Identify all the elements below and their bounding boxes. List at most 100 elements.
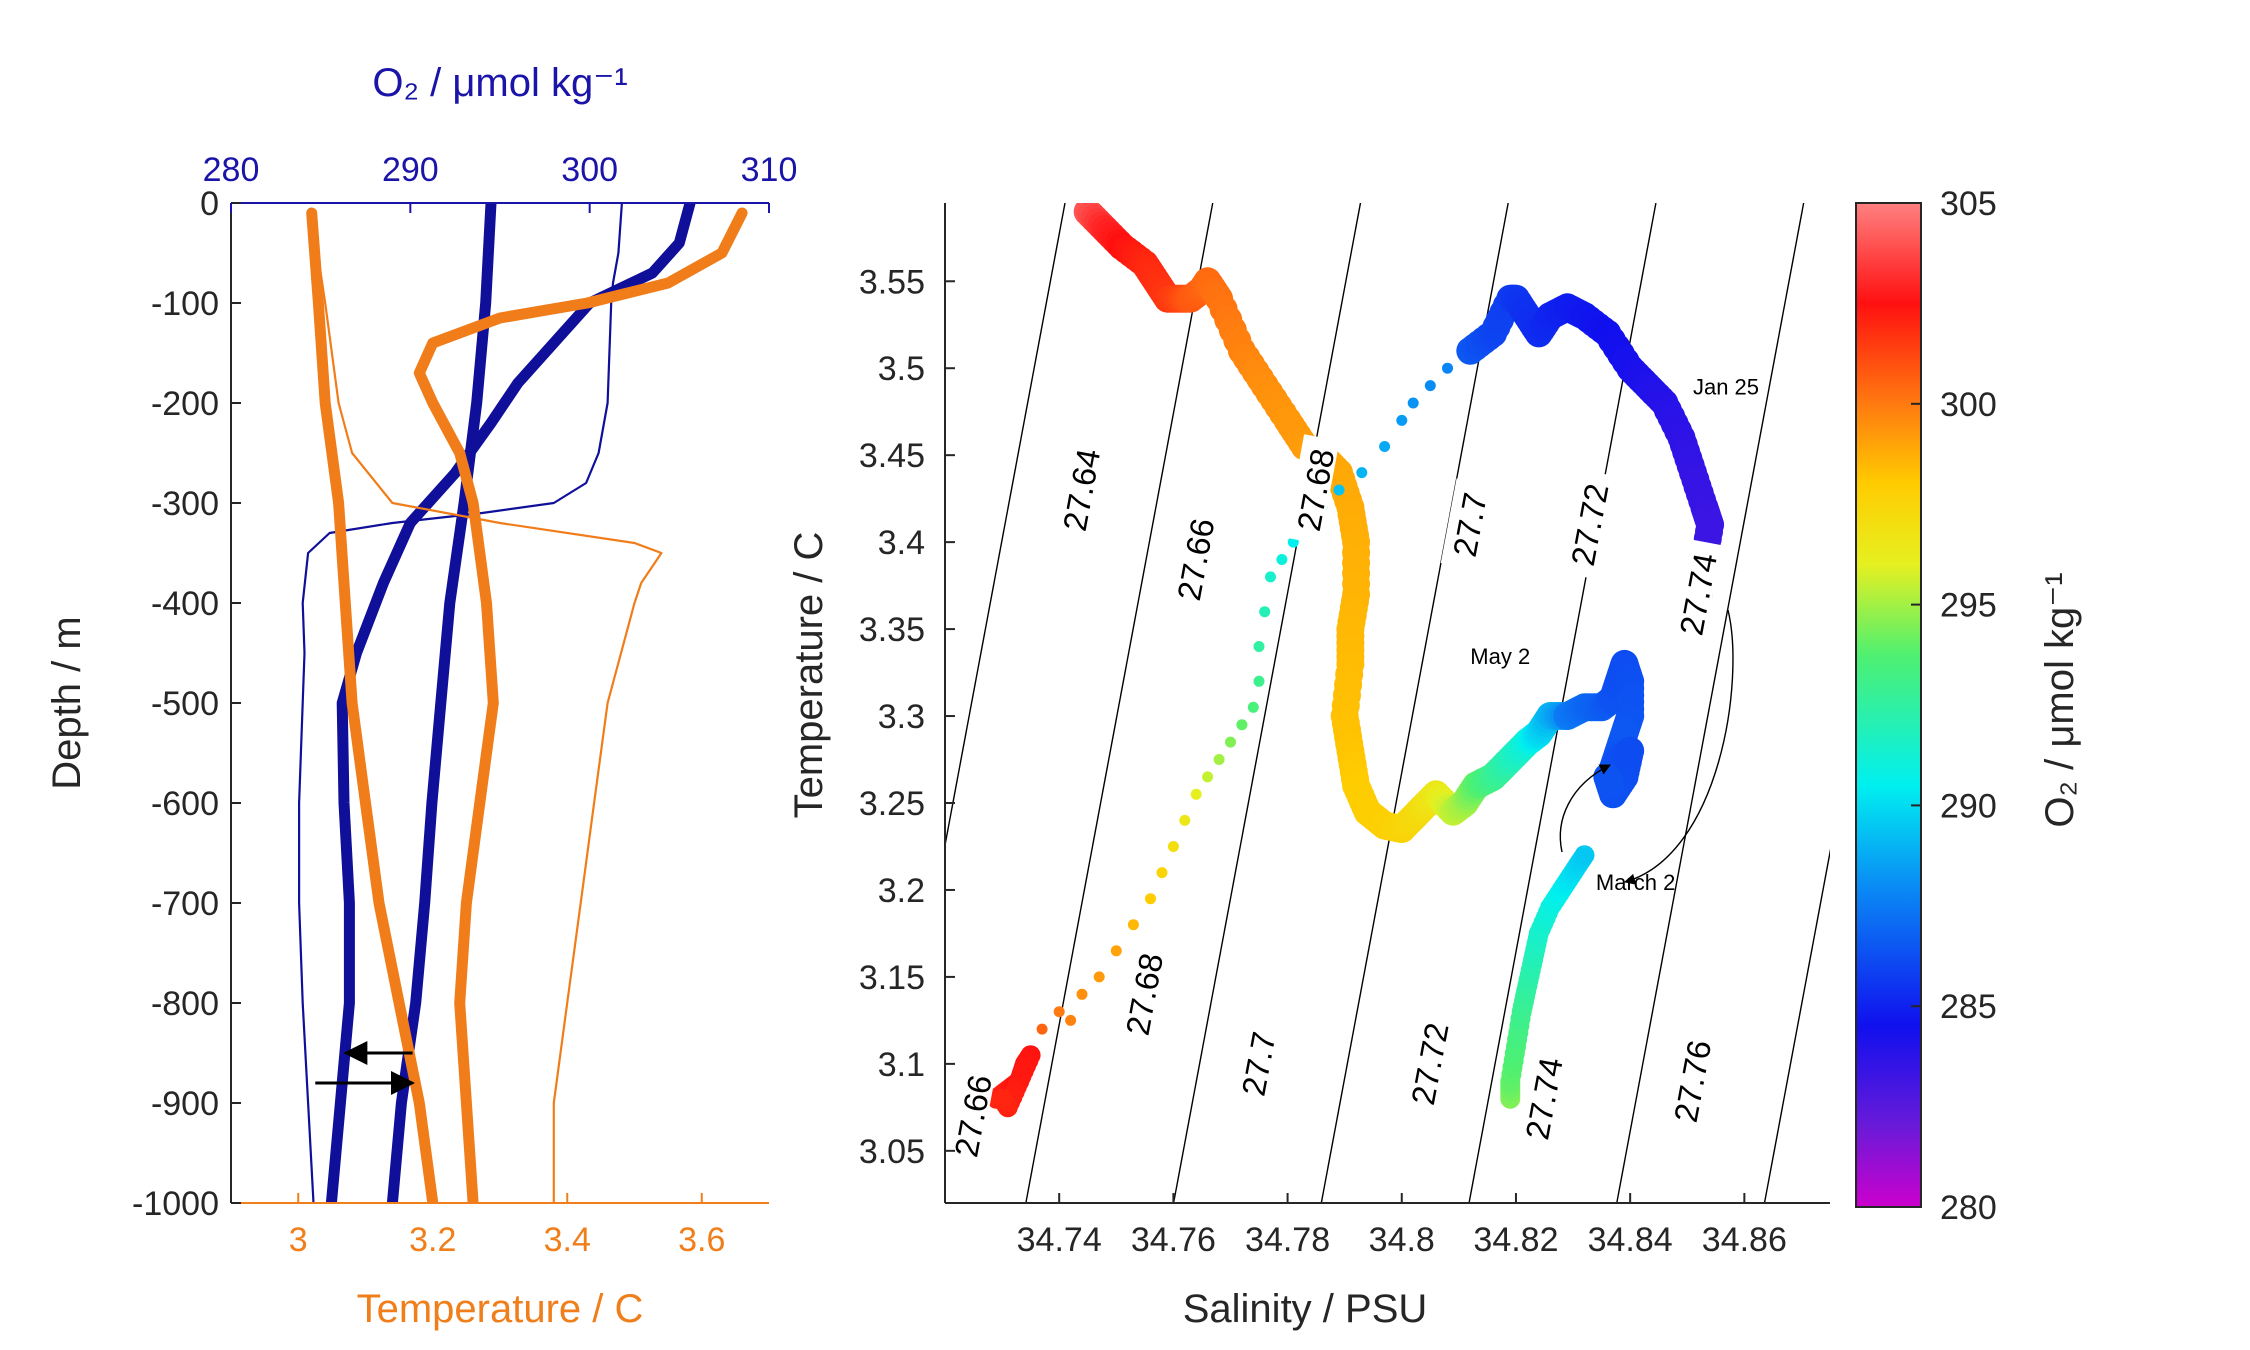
temperature-profile-thick-4 (306, 207, 439, 1203)
isopycnal-line-27.74 (1616, 203, 1805, 1203)
ts-temperature-ticks: 3.05 3.1 3.15 3.2 3.25 3.3 3.35 3.4 3.45 3.5 3.55 (859, 263, 955, 1171)
ts-point-track-3 (1424, 380, 1436, 392)
oxygen-axis-label: O₂ / μmol kg⁻¹ (372, 61, 627, 105)
colorbar-gradient (1855, 202, 1922, 1208)
isopycnal-label-text: 27.72 (1404, 1020, 1456, 1108)
temperature-tick-label: 3.4 (544, 1221, 591, 1259)
ts-tracks (986, 203, 1725, 1118)
isopycnal-label-bg (945, 1060, 997, 1171)
depth-tick-label: -900 (151, 1085, 219, 1123)
isopycnal-label-bg (1113, 938, 1169, 1049)
colorbar-tick-label: 285 (1940, 988, 1997, 1026)
temperature-tick-label: 3.6 (678, 1221, 725, 1259)
ts-temperature-tick-label: 3.1 (878, 1046, 925, 1084)
ts-temperature-tick-label: 3.05 (859, 1133, 925, 1171)
oxygen-tick-label: 300 (561, 151, 618, 189)
salinity-tick-label: 34.84 (1588, 1221, 1673, 1259)
ts-point-track-3 (1036, 1023, 1048, 1035)
isopycnal-label-bg (1284, 434, 1340, 545)
ts-point-track-3 (1190, 788, 1202, 800)
ts-point-track-3 (1333, 484, 1345, 496)
ts-temperature-tick-label: 3.25 (859, 785, 925, 823)
isopycnal-label-text: 27.74 (1518, 1055, 1570, 1143)
ts-point-track-3 (1093, 971, 1105, 983)
depth-axis-label: Depth / m (45, 616, 89, 789)
ts-point-track-3 (1225, 736, 1236, 748)
oxygen-tick-label: 280 (203, 151, 260, 189)
isopycnal-label: 27.74 (1667, 538, 1724, 649)
isopycnal-label-text: 27.64 (1056, 446, 1108, 534)
temperature-axis-label: Temperature / C (357, 1287, 644, 1331)
ts-temperature-tick-label: 3.4 (878, 524, 925, 562)
ts-temperature-tick-label: 3.45 (859, 437, 925, 475)
isopycnal-label-bg (1440, 478, 1492, 570)
temperature-tick-label: 3.2 (409, 1221, 456, 1259)
depth-profile-arrows (315, 1041, 415, 1095)
ts-point-track-3 (1202, 771, 1214, 783)
isopycnal-label: 27.76 (1661, 1025, 1719, 1136)
isopycnal-label-bg (1050, 434, 1106, 545)
ts-point-track-3 (1110, 945, 1122, 957)
temperature-profile-thin-5 (310, 211, 663, 1203)
depth-tick-label: -600 (151, 785, 219, 823)
arrow-up (1559, 764, 1612, 853)
ts-point-track-3 (1145, 893, 1156, 905)
oxygen-ticks: 280 290 300 310 (203, 151, 798, 213)
salinity-axis-label: Salinity / PSU (1183, 1287, 1428, 1331)
colorbar-ticks: 280 285 290 295 300 305 (1911, 185, 1997, 1227)
isopycnal-label: 27.66 (1164, 503, 1222, 614)
ts-point-track-3 (1396, 414, 1408, 426)
ts-temperature-tick-label: 3.2 (878, 872, 925, 910)
depth-tick-label: -300 (151, 485, 219, 523)
isopycnal-label: 27.72 (1399, 1008, 1456, 1119)
isopycnal-line-27.64 (945, 203, 1066, 849)
ts-point-track-3 (1259, 606, 1271, 618)
isopycnal-label-bg (1667, 538, 1723, 649)
temperature-tick-label: 3 (289, 1221, 308, 1259)
isopycnal-label-text: 27.68 (1290, 446, 1342, 534)
ts-point-track-3 (1356, 467, 1368, 479)
ts-temperature-axis-label: Temperature / C (787, 532, 831, 819)
isopycnal-line-27.68 (1172, 203, 1362, 1203)
ts-diagram-panel: 27.64 27.66 27.68 27.7 27.72 27.74 27.66 27.68 2… (787, 203, 1830, 1331)
ts-temperature-tick-label: 3.5 (878, 350, 925, 388)
colorbar-tick-label: 280 (1940, 1189, 1997, 1227)
isopycnal-label-text: 27.72 (1564, 481, 1616, 569)
isopycnal-label-bg (1513, 1043, 1568, 1153)
isopycnal-label: 27.72 (1558, 469, 1616, 579)
ts-point-track-3 (1253, 641, 1265, 652)
isopycnal-line-27.7 (1320, 203, 1509, 1203)
salinity-tick-label: 34.8 (1369, 1221, 1435, 1259)
isopycnal-label-text: 27.76 (1667, 1037, 1719, 1125)
ts-point-track-3 (1076, 988, 1088, 1000)
ts-point-track-3 (1379, 441, 1391, 452)
ts-point-track-3 (1407, 397, 1419, 409)
ts-point-track-3 (1213, 754, 1225, 765)
ts-point-track-3 (1265, 571, 1276, 583)
depth-tick-label: -500 (151, 685, 219, 723)
isopycnal-label: 27.7 (1229, 1017, 1283, 1109)
ts-annotation-label: March 2 (1596, 870, 1675, 895)
ts-point-track-3 (1276, 554, 1288, 565)
oxygen-tick-label: 310 (741, 151, 798, 189)
isopycnal-label: 27.64 (1050, 434, 1108, 545)
ts-point-track-3 (1053, 1006, 1065, 1018)
isopycnal-label-text: 27.68 (1119, 950, 1171, 1038)
salinity-tick-label: 34.78 (1245, 1221, 1330, 1259)
salinity-tick-label: 34.82 (1473, 1221, 1558, 1259)
ts-annotations: Jan 25 May 2 March 2 (1470, 374, 1759, 895)
ts-point-track-3 (1179, 814, 1191, 826)
colorbar-tick-label: 290 (1940, 787, 1997, 825)
ts-annotation-label: May 2 (1470, 644, 1530, 669)
ts-plot-area: 27.64 27.66 27.68 27.7 27.72 27.74 27.66 27.68 2… (945, 203, 1830, 1203)
colorbar-label: O₂ / μmol kg⁻¹ (2038, 572, 2082, 827)
salinity-tick-label: 34.86 (1702, 1221, 1787, 1259)
depth-tick-label: -1000 (132, 1185, 219, 1223)
isopycnal-label-bg (1399, 1008, 1454, 1119)
isopycnal-label-bg (1558, 469, 1614, 579)
isopycnal-label: 27.66 (945, 1060, 999, 1171)
isopycnal-label: 27.68 (1113, 938, 1171, 1049)
depth-tick-label: 0 (200, 185, 219, 223)
isopycnal-label-text: 27.66 (1170, 515, 1222, 603)
isopycnal-line-27.66 (1025, 203, 1214, 1203)
